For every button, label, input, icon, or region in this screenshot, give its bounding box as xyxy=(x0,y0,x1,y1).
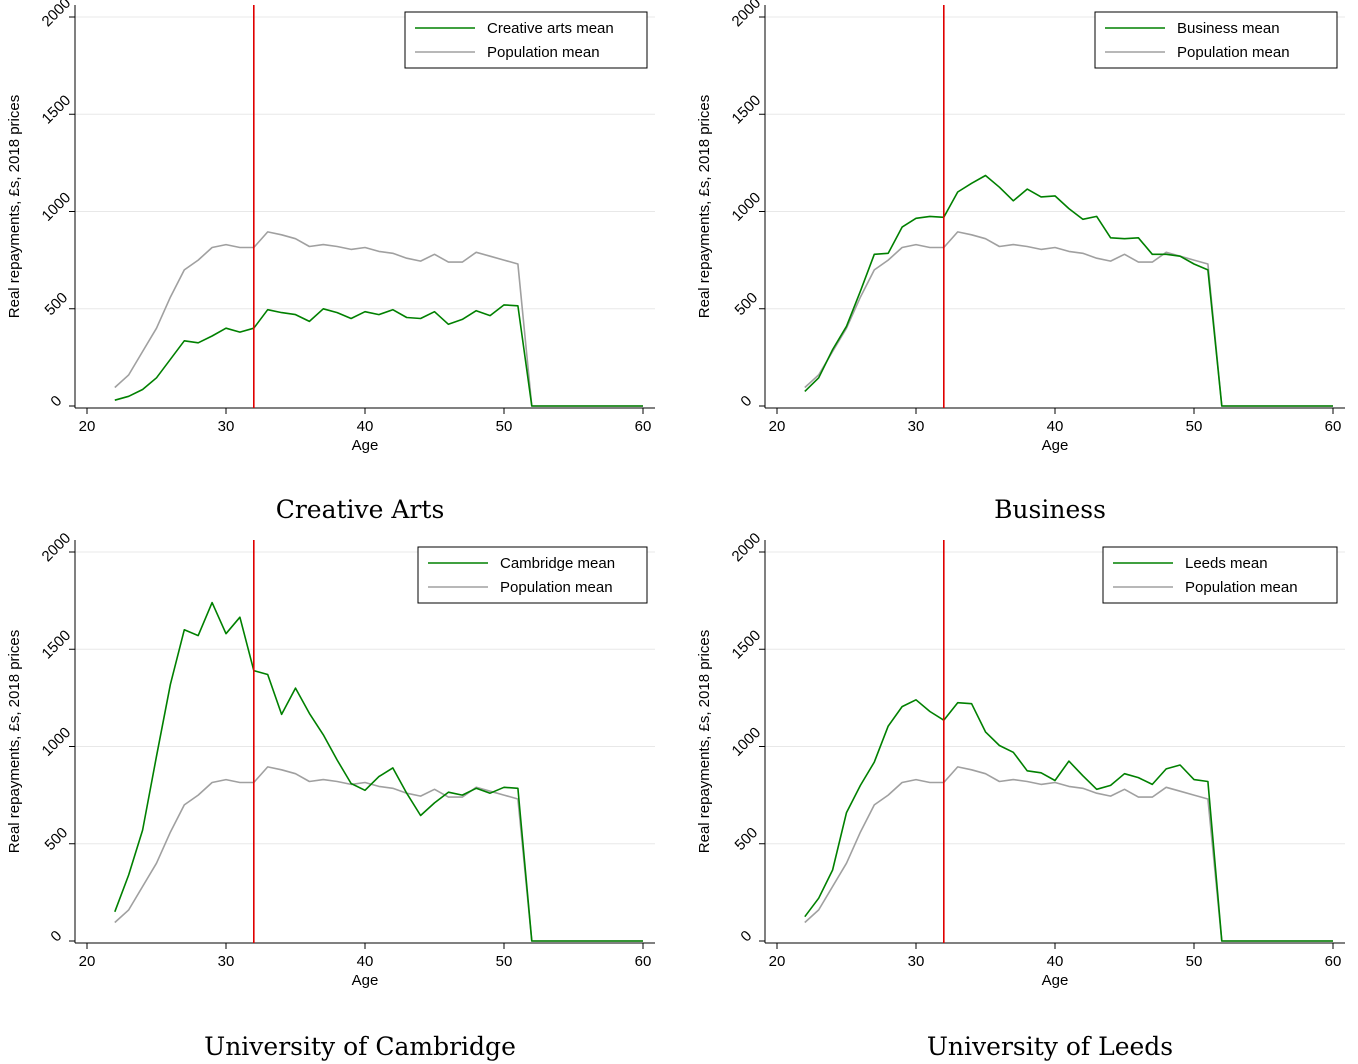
y-tick-label: 500 xyxy=(42,824,72,854)
legend-label: Population mean xyxy=(500,579,613,596)
y-tick-label: 1000 xyxy=(39,724,75,760)
y-tick-label: 500 xyxy=(732,824,762,854)
y-axis-title: Real repayments, £s, 2018 prices xyxy=(6,630,23,853)
y-tick-label: 0 xyxy=(47,392,65,410)
y-tick-label: 500 xyxy=(732,289,762,319)
x-tick-label: 40 xyxy=(357,418,374,435)
chart-panel-2: 0 500 1000 1500 2000 20 30 40 50 60 Age Real repaym… xyxy=(696,0,1345,524)
chart-panel-4: 0 500 1000 1500 2000 20 30 40 50 60 Age Real repaym… xyxy=(696,530,1345,1061)
legend-label: Creative arts mean xyxy=(487,20,614,37)
x-tick-label: 60 xyxy=(635,418,652,435)
series-line-main xyxy=(804,174,1333,407)
x-axis-title: Age xyxy=(1042,437,1069,454)
x-tick-label: 30 xyxy=(908,418,925,435)
y-tick-label: 2000 xyxy=(39,0,75,30)
x-tick-label: 30 xyxy=(908,953,925,970)
panel-caption: University of Leeds xyxy=(927,1032,1173,1061)
panel-caption: Business xyxy=(994,495,1106,524)
legend xyxy=(1102,546,1338,604)
series-line-population xyxy=(114,231,643,407)
y-tick-label: 0 xyxy=(737,392,755,410)
x-tick-label: 40 xyxy=(1047,953,1064,970)
series-line-population xyxy=(804,766,1333,942)
legend xyxy=(1094,11,1338,69)
y-tick-label: 0 xyxy=(737,927,755,945)
series-line-main xyxy=(114,601,643,942)
x-tick-label: 60 xyxy=(1325,418,1342,435)
legend-label: Population mean xyxy=(1185,579,1298,596)
legend-label: Business mean xyxy=(1177,20,1280,37)
chart-panel-3: 0 500 1000 1500 2000 20 30 40 50 60 Age Real repaym… xyxy=(6,530,655,1061)
series-line-population xyxy=(804,231,1333,407)
x-tick-label: 30 xyxy=(218,418,235,435)
y-tick-label: 2000 xyxy=(729,530,765,566)
x-axis-title: Age xyxy=(1042,972,1069,989)
panel-caption: Creative Arts xyxy=(276,495,445,524)
x-tick-label: 50 xyxy=(496,418,513,435)
x-tick-label: 20 xyxy=(79,953,96,970)
x-axis-title: Age xyxy=(352,437,379,454)
x-tick-label: 40 xyxy=(1047,418,1064,435)
x-tick-label: 50 xyxy=(1186,953,1203,970)
x-tick-label: 20 xyxy=(79,418,96,435)
series-line-population xyxy=(114,766,643,942)
panel-caption: University of Cambridge xyxy=(204,1032,516,1061)
series-line-main xyxy=(804,698,1333,942)
y-tick-label: 1500 xyxy=(39,92,75,128)
y-tick-label: 500 xyxy=(42,289,72,319)
x-tick-label: 30 xyxy=(218,953,235,970)
x-tick-label: 20 xyxy=(769,953,786,970)
y-tick-label: 1000 xyxy=(729,724,765,760)
y-tick-label: 1500 xyxy=(39,627,75,663)
legend xyxy=(417,546,648,604)
y-axis-title: Real repayments, £s, 2018 prices xyxy=(696,630,713,853)
chart-panel-1: 0 500 1000 1500 2000 20 30 40 50 60 Age Real repaym… xyxy=(6,0,655,524)
x-tick-label: 20 xyxy=(769,418,786,435)
x-tick-label: 60 xyxy=(635,953,652,970)
series-line-main xyxy=(114,304,643,407)
x-axis-title: Age xyxy=(352,972,379,989)
legend-label: Population mean xyxy=(487,44,600,61)
y-tick-label: 1500 xyxy=(729,92,765,128)
y-axis-title: Real repayments, £s, 2018 prices xyxy=(696,95,713,318)
x-tick-label: 50 xyxy=(1186,418,1203,435)
y-axis-title: Real repayments, £s, 2018 prices xyxy=(6,95,23,318)
x-tick-label: 60 xyxy=(1325,953,1342,970)
x-tick-label: 40 xyxy=(357,953,374,970)
y-tick-label: 1500 xyxy=(729,627,765,663)
y-tick-label: 2000 xyxy=(729,0,765,30)
legend-label: Population mean xyxy=(1177,44,1290,61)
legend-label: Cambridge mean xyxy=(500,555,615,572)
y-tick-label: 1000 xyxy=(729,189,765,225)
x-tick-label: 50 xyxy=(496,953,513,970)
y-tick-label: 0 xyxy=(47,927,65,945)
y-tick-label: 2000 xyxy=(39,530,75,566)
legend xyxy=(404,11,648,69)
y-tick-label: 1000 xyxy=(39,189,75,225)
legend-label: Leeds mean xyxy=(1185,555,1268,572)
